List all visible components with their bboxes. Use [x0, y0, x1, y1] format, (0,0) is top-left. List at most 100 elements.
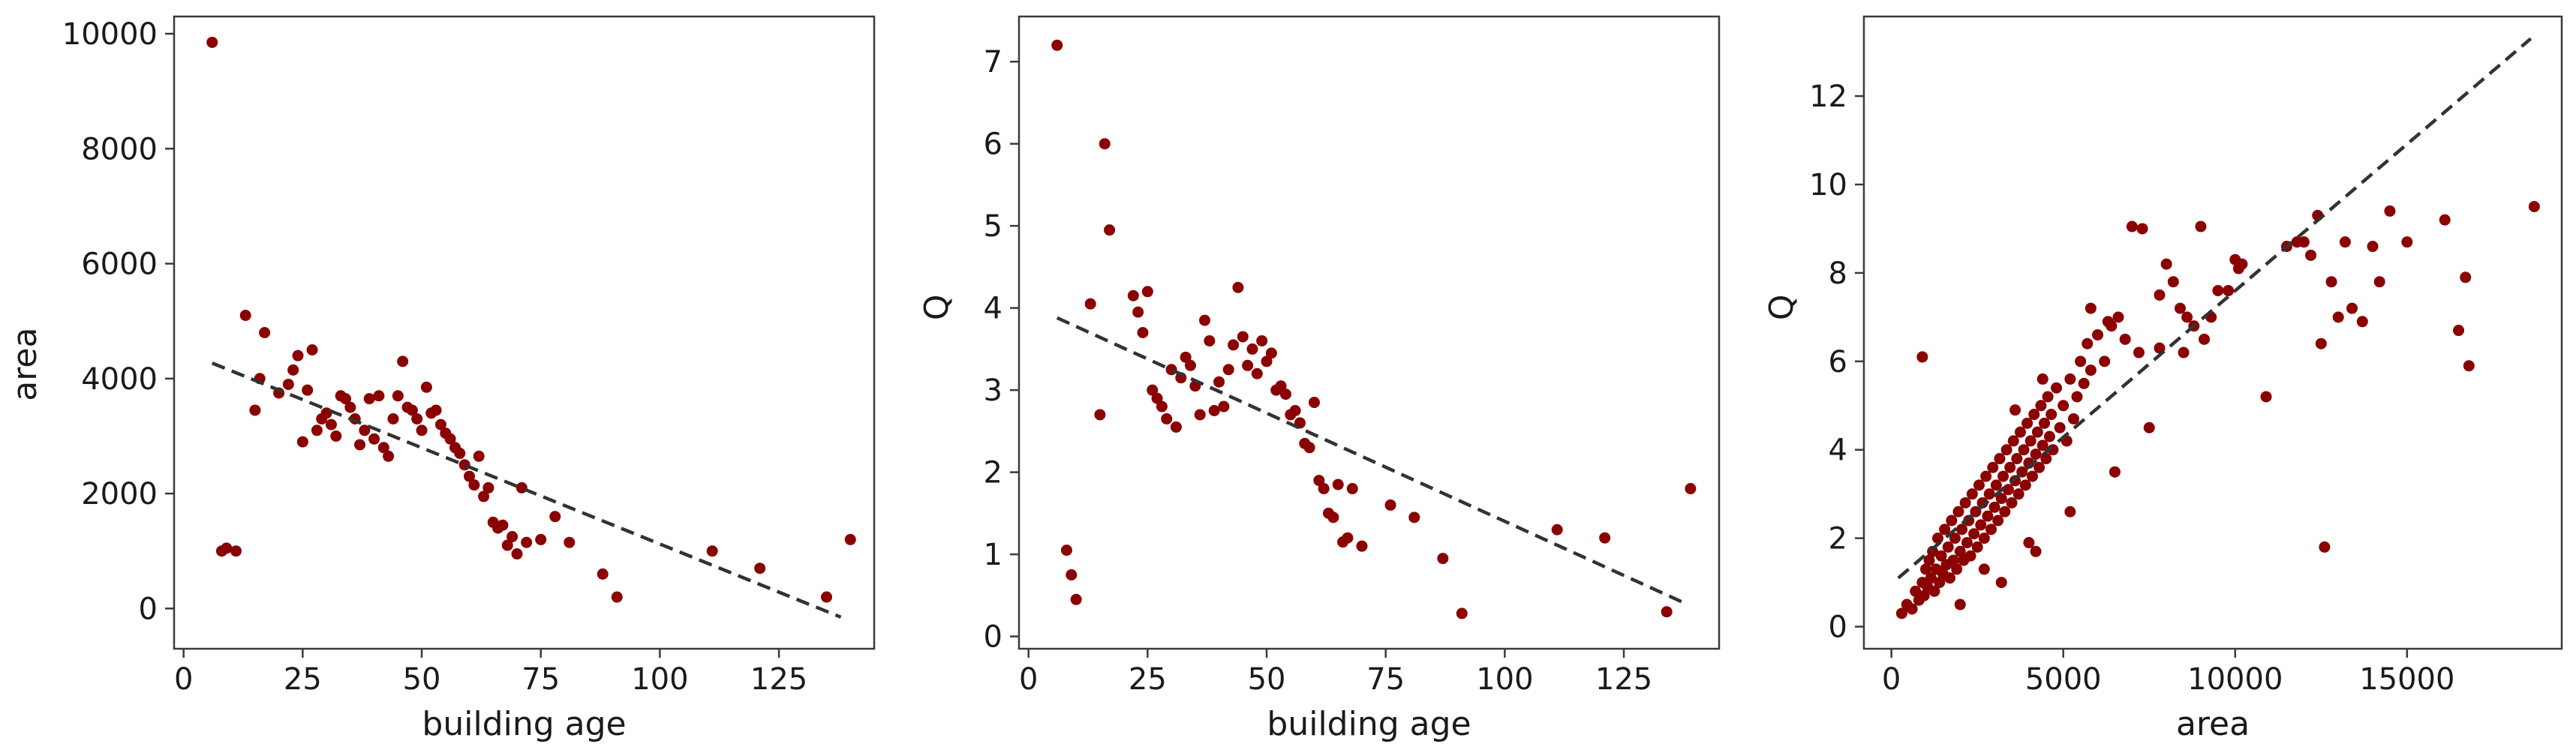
data-point [1204, 334, 1216, 346]
chart-panel-3: 0 5000 10000 15000 0 2 4 6 8 10 12 area Q [1763, 15, 2563, 743]
data-point [2057, 400, 2070, 412]
data-point [1949, 532, 1961, 544]
data-point [501, 539, 513, 551]
y-tick-label: 2 [1829, 522, 1847, 556]
x-tick-label: 100 [1476, 662, 1533, 697]
data-point [1237, 331, 1249, 343]
data-point [2030, 545, 2042, 557]
data-point [2031, 426, 2043, 438]
data-point [1895, 608, 1907, 620]
data-point [458, 459, 470, 471]
data-point [1151, 392, 1163, 404]
data-point [1995, 493, 2007, 505]
data-point [1051, 39, 1063, 51]
plot-frame [173, 15, 876, 650]
data-point [2014, 426, 2026, 438]
y-axis-label: Q [918, 294, 956, 320]
data-point [1952, 506, 1964, 518]
data-point [1246, 343, 1258, 355]
data-point [1925, 572, 1937, 584]
data-point [287, 364, 299, 376]
data-point [1906, 603, 1918, 615]
data-point [2236, 258, 2248, 270]
data-point [1939, 524, 1951, 536]
data-point [2011, 453, 2023, 465]
data-point [1995, 577, 2007, 589]
x-tick-label: 15000 [2359, 662, 2454, 697]
data-point [2067, 412, 2079, 424]
y-tick-label: 1 [984, 538, 1002, 572]
data-point [1961, 537, 1973, 549]
data-point [2339, 236, 2351, 248]
y-tick-label: 5 [984, 209, 1002, 244]
y-tick-label: 10 [1809, 168, 1847, 202]
data-point [1222, 364, 1234, 376]
data-point [2051, 382, 2063, 394]
y-tick-label: 0 [984, 620, 1002, 655]
data-point [597, 568, 609, 580]
data-point [506, 531, 519, 543]
data-point [2102, 316, 2114, 328]
data-point [1956, 524, 1968, 536]
data-point [1256, 334, 1268, 346]
data-point [1094, 409, 1106, 421]
data-point [1954, 545, 1966, 557]
data-point [2167, 276, 2179, 288]
data-point [1161, 412, 1173, 424]
data-point [1992, 514, 2004, 526]
data-point [2325, 276, 2337, 288]
data-point [1156, 400, 1168, 412]
data-point [330, 430, 342, 442]
data-point [387, 412, 399, 424]
data-point [844, 533, 856, 545]
data-point [2007, 435, 2019, 447]
data-point [354, 439, 366, 451]
data-point [1985, 524, 1997, 536]
data-point [2082, 338, 2094, 350]
data-point [1289, 405, 1301, 417]
x-tick-label: 125 [750, 662, 807, 697]
data-point [521, 536, 533, 548]
data-point [420, 381, 432, 393]
y-tick-label: 3 [984, 374, 1002, 408]
y-tick-label: 2000 [81, 477, 158, 512]
data-point [2453, 325, 2465, 337]
data-point [2367, 241, 2379, 253]
data-point [1934, 577, 1946, 589]
data-point [1137, 327, 1149, 338]
data-point [1971, 541, 1983, 553]
data-point [2030, 448, 2042, 460]
data-point [2023, 537, 2035, 549]
data-point [2133, 346, 2145, 358]
data-point [1599, 532, 1611, 544]
data-point [1194, 409, 1206, 421]
x-tick-label: 50 [1248, 662, 1286, 697]
data-point [1070, 593, 1082, 605]
data-point [434, 418, 446, 430]
data-point [2078, 377, 2090, 389]
data-point [1309, 397, 1321, 409]
data-point [1987, 461, 1999, 473]
y-tick-label: 8 [1829, 256, 1847, 291]
data-point [1978, 532, 1990, 544]
data-point [2112, 311, 2124, 323]
data-point [2305, 249, 2317, 261]
chart-panel-2: 0 25 50 75 100 125 0 1 2 3 4 5 6 7 building age Q [918, 15, 1721, 743]
data-point [1997, 470, 2009, 482]
data-point [1999, 506, 2011, 518]
data-point [1327, 512, 1339, 524]
data-point [2085, 364, 2097, 376]
data-point [2033, 461, 2045, 473]
data-point [344, 401, 356, 413]
data-point [2035, 400, 2047, 412]
data-point [2181, 311, 2193, 323]
data-point [2075, 356, 2087, 368]
data-point [2036, 373, 2048, 385]
x-tick-label: 25 [1129, 662, 1167, 697]
y-tick-label: 0 [139, 592, 158, 626]
data-point [1066, 568, 1078, 580]
y-tick-label: 8000 [81, 132, 158, 166]
data-point [1944, 572, 1956, 584]
y-tick-label: 0 [1829, 610, 1847, 645]
data-point [2043, 430, 2055, 442]
